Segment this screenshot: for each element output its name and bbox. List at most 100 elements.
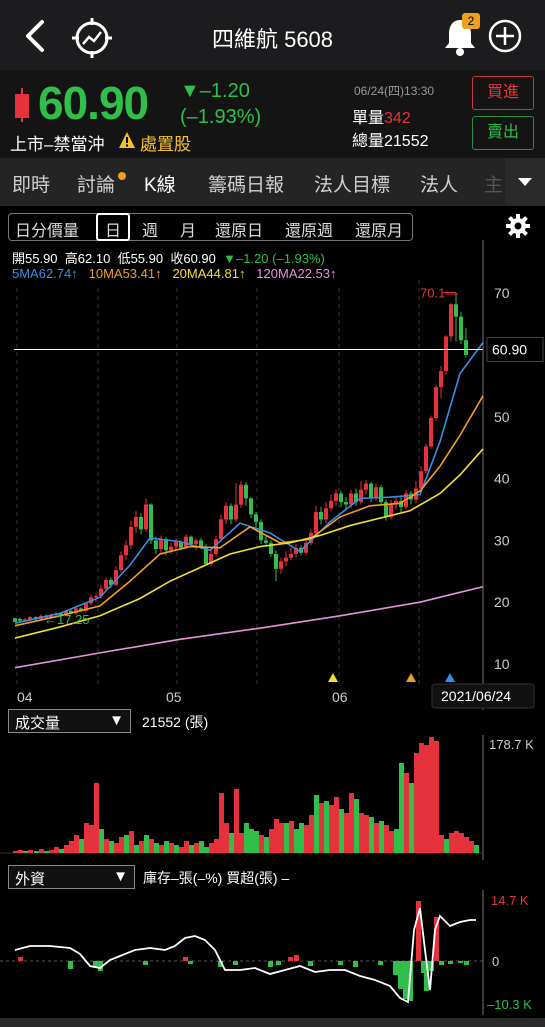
volume-bar (454, 831, 459, 853)
volume-indicator-select[interactable]: 成交量 ▼ (8, 709, 131, 733)
trend-target-icon[interactable] (70, 16, 114, 60)
candle-body (79, 608, 83, 611)
kline-chart[interactable]: 70 50 40 30 20 10 60.90 70.1— ←17.25 04 05 06 2021/0… (0, 240, 545, 710)
volume-bar (279, 823, 284, 853)
candle-body (174, 541, 178, 547)
volume-bar (424, 745, 429, 853)
price-tick-label: 10 (494, 656, 510, 672)
candle-body (329, 500, 333, 509)
period-month[interactable]: 月 (180, 223, 197, 240)
tab-institutional-target[interactable]: 法人目標 (314, 175, 391, 196)
candle-body (149, 504, 153, 541)
volume-bar (28, 850, 33, 853)
tab-discussion[interactable]: 討論 (77, 175, 116, 196)
foreign-bar (18, 957, 23, 961)
volume-bar (149, 839, 154, 853)
period-intraday[interactable]: 日分價量 (15, 223, 80, 240)
price-tick-label: 70 (494, 285, 510, 301)
volume-bar (159, 845, 164, 853)
tab-institutional[interactable]: 法人 (420, 175, 459, 196)
volume-bar (184, 841, 189, 853)
buy-button[interactable]: 買進 (472, 76, 534, 110)
foreign-bar (218, 961, 223, 967)
candle-body (59, 613, 63, 616)
candle-body (399, 500, 403, 508)
foreign-bar (93, 961, 98, 967)
volume-bar (294, 829, 299, 853)
candle-body (194, 540, 198, 545)
volume-chart[interactable]: 178.7 K (0, 735, 545, 860)
volume-bar (94, 783, 99, 853)
volume-bar (474, 845, 479, 853)
volume-bar (319, 803, 324, 853)
date-label-box (431, 683, 535, 709)
function-tabs: 即時 討論 K線 籌碼日報 法人目標 法人 主 (0, 158, 545, 206)
candle-body (289, 553, 293, 558)
signal-marker-icon (328, 673, 338, 682)
volume-bar (18, 850, 23, 853)
foreign-bar (439, 961, 444, 965)
tab-realtime[interactable]: 即時 (12, 175, 51, 196)
foreign-chart[interactable]: 14.7 K 0 –10.3 K (0, 890, 545, 1015)
candle-body (144, 504, 148, 530)
volume-bar (174, 845, 179, 853)
candle-body (129, 526, 133, 546)
volume-bar (23, 851, 28, 853)
sell-button[interactable]: 賣出 (472, 116, 534, 150)
foreign-bar (424, 961, 429, 991)
volume-bar (244, 823, 249, 853)
tab-chips-daily[interactable]: 籌碼日報 (208, 175, 285, 196)
candle-body (239, 484, 243, 505)
volume-bar (224, 823, 229, 853)
period-week[interactable]: 週 (142, 223, 159, 240)
volume-bar (79, 839, 84, 853)
candle-body (459, 316, 463, 341)
dropdown-arrow-icon: ▼ (113, 868, 128, 885)
volume-bar (339, 809, 344, 853)
foreign-bar (183, 957, 188, 961)
more-tabs-button[interactable] (505, 158, 545, 206)
volume-bar (214, 839, 219, 853)
volume-bar (274, 819, 279, 853)
volume-bar (39, 849, 44, 853)
disposition-badge[interactable]: 處置股 (140, 135, 191, 154)
dropdown-arrow-icon: ▼ (109, 712, 124, 729)
candle-body (419, 471, 423, 489)
back-icon[interactable] (18, 18, 52, 54)
signal-marker-icon (406, 673, 416, 682)
volume-bar (354, 799, 359, 853)
volume-bar (219, 793, 224, 853)
volume-bar (179, 847, 184, 853)
volume-value: 21552 (張) (142, 714, 209, 730)
candle-body (84, 603, 88, 611)
candle-body (319, 511, 323, 520)
period-adj-day[interactable]: 還原日 (215, 223, 264, 240)
candle-body (209, 553, 213, 564)
add-icon[interactable] (487, 18, 523, 54)
candle-body (28, 617, 32, 620)
foreign-holdings-line (14, 907, 476, 1004)
candle-body (349, 493, 353, 505)
period-adj-month[interactable]: 還原月 (355, 223, 404, 240)
period-adj-week[interactable]: 還原週 (285, 223, 334, 240)
market-status: 上市–禁當沖 (10, 135, 105, 154)
tab-main[interactable]: 主 (484, 175, 504, 196)
foreign-indicator-select[interactable]: 外資 ▼ (8, 865, 135, 889)
tab-kline[interactable]: K線 (144, 175, 176, 196)
candle-body (369, 483, 373, 499)
candle-body (384, 502, 388, 517)
candle-body (334, 493, 338, 501)
volume-bar (289, 821, 294, 853)
gear-icon[interactable] (505, 213, 531, 239)
volume-bar (199, 841, 204, 853)
foreign-bar (434, 917, 439, 961)
volume-bar (364, 815, 369, 853)
volume-bar (74, 835, 79, 853)
chevron-down-icon (518, 178, 532, 186)
volume-bar (144, 835, 149, 853)
volume-bar (59, 849, 64, 853)
volume-bar (414, 753, 419, 853)
candle-body (134, 516, 138, 527)
ma120-line (14, 585, 484, 669)
period-day[interactable]: 日 (105, 223, 122, 240)
